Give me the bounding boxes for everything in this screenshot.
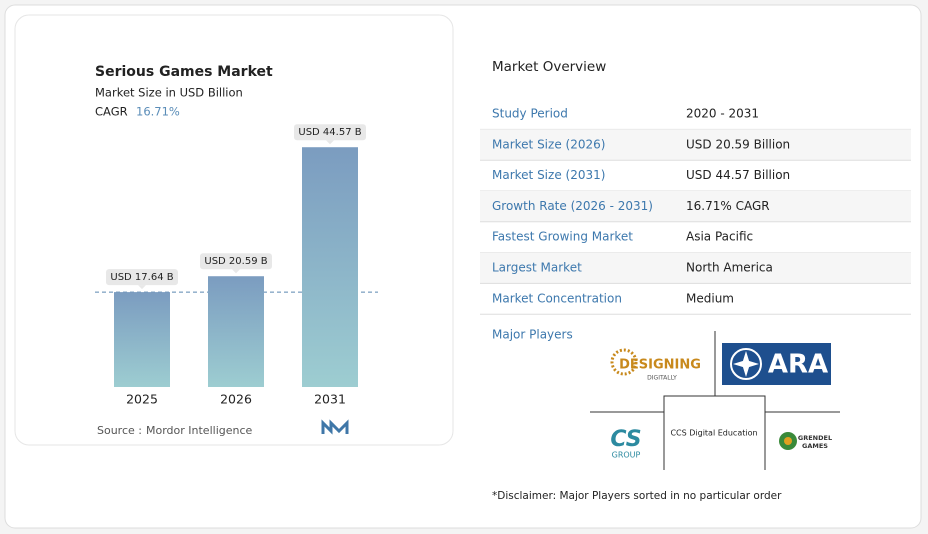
logo-text: GAMES — [802, 442, 828, 450]
mordor-logo — [321, 419, 349, 435]
bar — [302, 147, 358, 387]
chart-subtitle: Market Size in USD Billion — [95, 86, 243, 100]
bar — [208, 276, 264, 387]
logo-designing: DESIGNING DIGITALLY — [610, 348, 701, 382]
cagr-label: CAGR — [95, 105, 128, 119]
row-value: Medium — [686, 291, 734, 305]
logo-text: CS — [610, 427, 641, 452]
row-background — [480, 252, 911, 284]
row-value: 2020 - 2031 — [686, 107, 759, 121]
row-value: USD 20.59 Billion — [686, 137, 790, 151]
row-background — [480, 191, 911, 222]
value-label-pointer — [232, 269, 240, 274]
source: Mordor Intelligence — [146, 424, 253, 437]
overview-title: Market Overview — [492, 59, 606, 75]
row-value: Asia Pacific — [686, 230, 753, 244]
value-label-pointer — [326, 140, 334, 145]
logo-text: CCS Digital Education — [670, 429, 757, 438]
source-label: Source : — [97, 424, 142, 437]
logo-text: DESIGNING — [619, 358, 701, 373]
value-label-box — [200, 253, 272, 270]
value-label: USD 44.57 B — [298, 127, 361, 138]
logo-grendel: GRENDEL GAMES — [779, 432, 832, 450]
row-label: Largest Market — [492, 261, 582, 275]
player-grid — [590, 331, 840, 470]
value-label: USD 20.59 B — [204, 256, 267, 267]
chart-title: Serious Games Market — [95, 64, 273, 80]
x-tick-label: 2026 — [220, 392, 252, 407]
logo-text: GROUP — [612, 451, 641, 460]
row-background — [480, 129, 911, 161]
logo-text: DIGITALLY — [647, 375, 677, 382]
logo-text: GRENDEL — [798, 434, 832, 442]
value-label-box — [294, 124, 366, 141]
row-label: Fastest Growing Market — [492, 230, 633, 244]
players-title: Major Players — [492, 328, 573, 342]
value-label-box — [106, 269, 178, 286]
row-label: Study Period — [492, 107, 568, 121]
x-tick-label: 2031 — [314, 392, 346, 407]
row-value: North America — [686, 261, 773, 275]
logo-cs: CS GROUP — [610, 427, 641, 460]
bar — [114, 292, 170, 387]
value-label: USD 17.64 B — [110, 272, 173, 283]
x-tick-label: 2025 — [126, 392, 158, 407]
row-label: Market Size (2026) — [492, 137, 605, 151]
row-label: Market Size (2031) — [492, 168, 605, 182]
row-value: USD 44.57 Billion — [686, 168, 790, 182]
disclaimer: *Disclaimer: Major Players sorted in no … — [492, 490, 782, 502]
logo-ara: ARA — [722, 343, 831, 385]
logo-text: ARA — [768, 350, 828, 380]
row-label: Growth Rate (2026 - 2031) — [492, 199, 653, 213]
value-label-pointer — [138, 285, 146, 290]
row-label: Market Concentration — [492, 291, 622, 305]
cagr-value: 16.71% — [136, 105, 180, 119]
row-value: 16.71% CAGR — [686, 199, 770, 213]
